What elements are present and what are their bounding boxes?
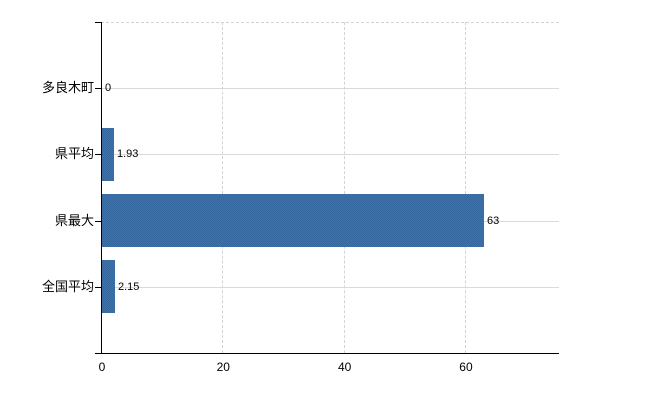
value-label: 2.15 xyxy=(118,281,140,293)
category-label: 多良木町 xyxy=(41,80,94,95)
y-axis-tick xyxy=(95,154,101,155)
bar xyxy=(102,128,114,181)
y-axis-tick xyxy=(95,287,101,288)
x-tick-label: 40 xyxy=(337,360,352,374)
x-tick-label: 0 xyxy=(98,360,106,374)
value-label: 0 xyxy=(105,82,112,94)
h-gridline xyxy=(102,88,559,89)
h-gridline xyxy=(102,287,559,288)
category-label: 全国平均 xyxy=(41,279,94,294)
y-axis-line xyxy=(101,22,102,354)
bar xyxy=(102,194,484,247)
bar xyxy=(102,260,115,313)
category-label: 県最大 xyxy=(54,213,94,228)
y-axis-tick xyxy=(95,221,101,222)
x-tick-label: 20 xyxy=(216,360,230,374)
v-gridline xyxy=(343,22,345,353)
h-gridline xyxy=(102,154,559,155)
y-axis-tick xyxy=(95,22,101,23)
plot-top-border xyxy=(101,22,559,23)
value-label: 1.93 xyxy=(117,148,139,160)
v-gridline xyxy=(222,22,224,353)
value-label: 63 xyxy=(487,215,500,227)
y-axis-tick xyxy=(95,88,101,89)
v-gridline xyxy=(464,22,466,353)
category-label: 県平均 xyxy=(54,146,94,161)
x-axis-line xyxy=(95,353,559,354)
x-tick-label: 60 xyxy=(459,360,473,374)
